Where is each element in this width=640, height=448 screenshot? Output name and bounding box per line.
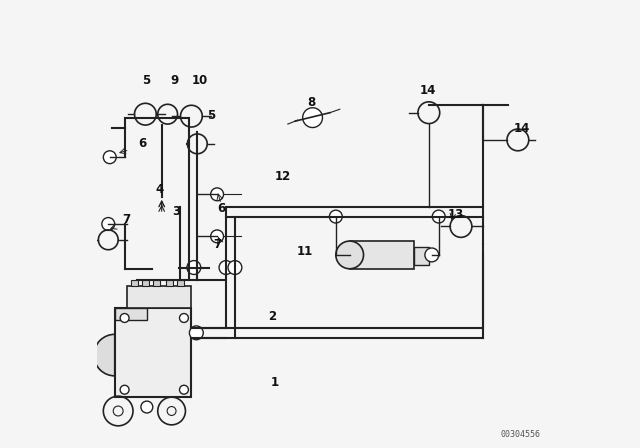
Text: 5: 5 — [207, 109, 216, 122]
Text: 6: 6 — [138, 138, 146, 151]
Circle shape — [102, 218, 115, 230]
Circle shape — [228, 261, 242, 275]
Circle shape — [303, 108, 323, 128]
Text: 7: 7 — [214, 238, 222, 251]
Circle shape — [211, 230, 223, 243]
Bar — [115, 308, 191, 397]
Circle shape — [103, 151, 116, 164]
Bar — [349, 241, 414, 268]
Bar — [177, 280, 184, 286]
Text: 3: 3 — [173, 205, 180, 218]
Text: 6: 6 — [217, 202, 225, 215]
Text: 2: 2 — [268, 310, 276, 323]
Text: 8: 8 — [308, 96, 316, 109]
Text: 00304556: 00304556 — [500, 430, 540, 439]
Circle shape — [120, 385, 129, 394]
Circle shape — [141, 401, 153, 413]
Circle shape — [211, 188, 223, 201]
Text: 7: 7 — [122, 213, 131, 226]
Text: 4: 4 — [156, 183, 164, 196]
Text: 5: 5 — [142, 74, 150, 87]
Circle shape — [336, 241, 364, 269]
Circle shape — [425, 248, 439, 262]
Text: 13: 13 — [447, 208, 464, 221]
Bar — [143, 280, 149, 286]
Circle shape — [432, 210, 445, 223]
Text: 10: 10 — [191, 74, 207, 87]
Circle shape — [189, 326, 204, 340]
Bar — [115, 308, 147, 320]
Circle shape — [330, 210, 342, 223]
Bar — [131, 280, 138, 286]
Bar — [414, 247, 429, 265]
Text: 11: 11 — [296, 245, 312, 258]
Bar — [154, 280, 160, 286]
Circle shape — [219, 261, 233, 275]
Text: 1: 1 — [271, 376, 278, 389]
Circle shape — [120, 314, 129, 323]
Text: 12: 12 — [275, 171, 291, 184]
Wedge shape — [94, 334, 115, 376]
Text: 14: 14 — [420, 84, 436, 97]
Text: 14: 14 — [514, 122, 531, 135]
Bar — [127, 286, 191, 308]
Circle shape — [179, 314, 188, 323]
Bar — [166, 280, 173, 286]
Text: 9: 9 — [171, 74, 179, 87]
Circle shape — [187, 261, 201, 275]
Circle shape — [179, 385, 188, 394]
